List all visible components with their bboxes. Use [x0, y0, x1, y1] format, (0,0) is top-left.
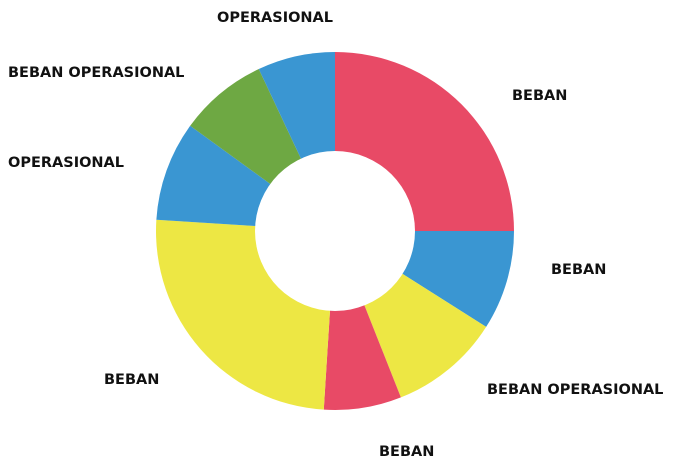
slice-label-3: BEBAN — [379, 444, 434, 460]
slice-label-7: OPERASIONAL — [217, 10, 333, 26]
slice-label-6: BEBAN OPERASIONAL — [8, 65, 184, 81]
slice-label-2: BEBAN OPERASIONAL — [487, 382, 663, 398]
slice-label-0: BEBAN — [512, 88, 567, 104]
slice-label-4: BEBAN — [104, 372, 159, 388]
slice-label-5: OPERASIONAL — [8, 155, 124, 171]
donut-hole — [255, 151, 415, 311]
slice-labels: BEBAN BEBAN BEBAN OPERASIONAL BEBAN BEBA… — [8, 10, 663, 460]
slice-label-1: BEBAN — [551, 262, 606, 278]
